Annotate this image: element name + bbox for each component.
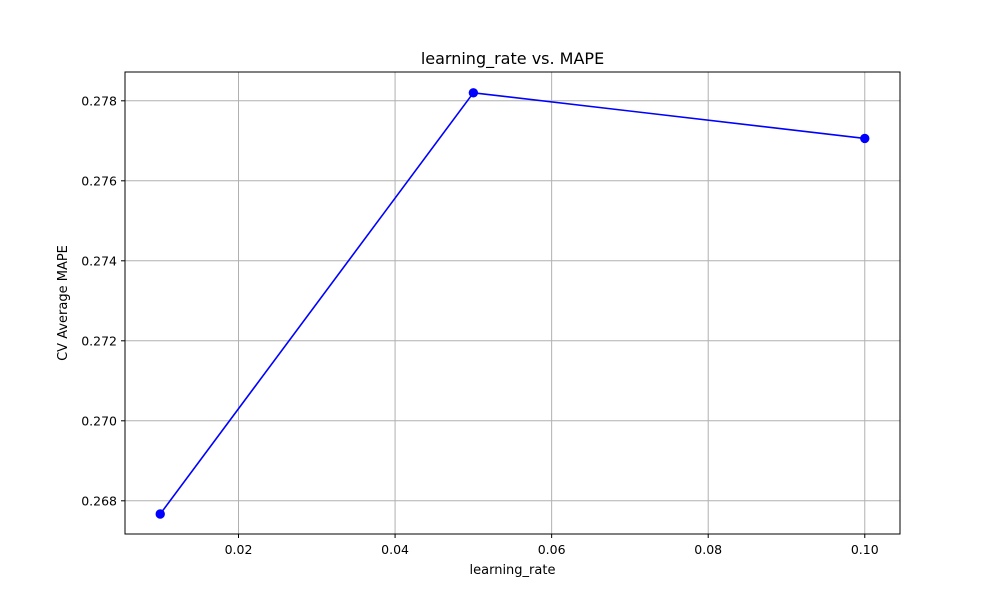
axes-frame: [124, 71, 901, 535]
x-tick-label: 0.04: [381, 542, 409, 557]
data-point-marker: [468, 88, 479, 98]
x-tick-label: 0.02: [225, 542, 253, 557]
y-tick-label: 0.278: [81, 93, 117, 108]
x-tick-label: 0.06: [538, 542, 566, 557]
chart-title: learning_rate vs. MAPE: [421, 49, 604, 69]
grid: [125, 72, 900, 534]
y-tick-label: 0.274: [81, 253, 117, 268]
y-tick-label: 0.272: [81, 333, 117, 348]
y-tick-label: 0.276: [81, 173, 117, 188]
x-tick-label: 0.08: [694, 542, 722, 557]
series-layer: [155, 88, 870, 519]
data-point-marker: [860, 133, 870, 144]
x-axis-label: learning_rate: [470, 563, 556, 578]
y-axis-label: CV Average MAPE: [56, 245, 71, 361]
plot-area-background: [125, 72, 900, 534]
x-tick-label: 0.10: [851, 542, 879, 557]
y-tick-label: 0.268: [81, 493, 117, 508]
ticks: 0.02 0.04 0.06 0.08 0.10 0.268 0.270 0.272 0.274…: [81, 93, 879, 557]
data-point-marker: [155, 509, 165, 519]
y-tick-label: 0.270: [81, 413, 117, 428]
